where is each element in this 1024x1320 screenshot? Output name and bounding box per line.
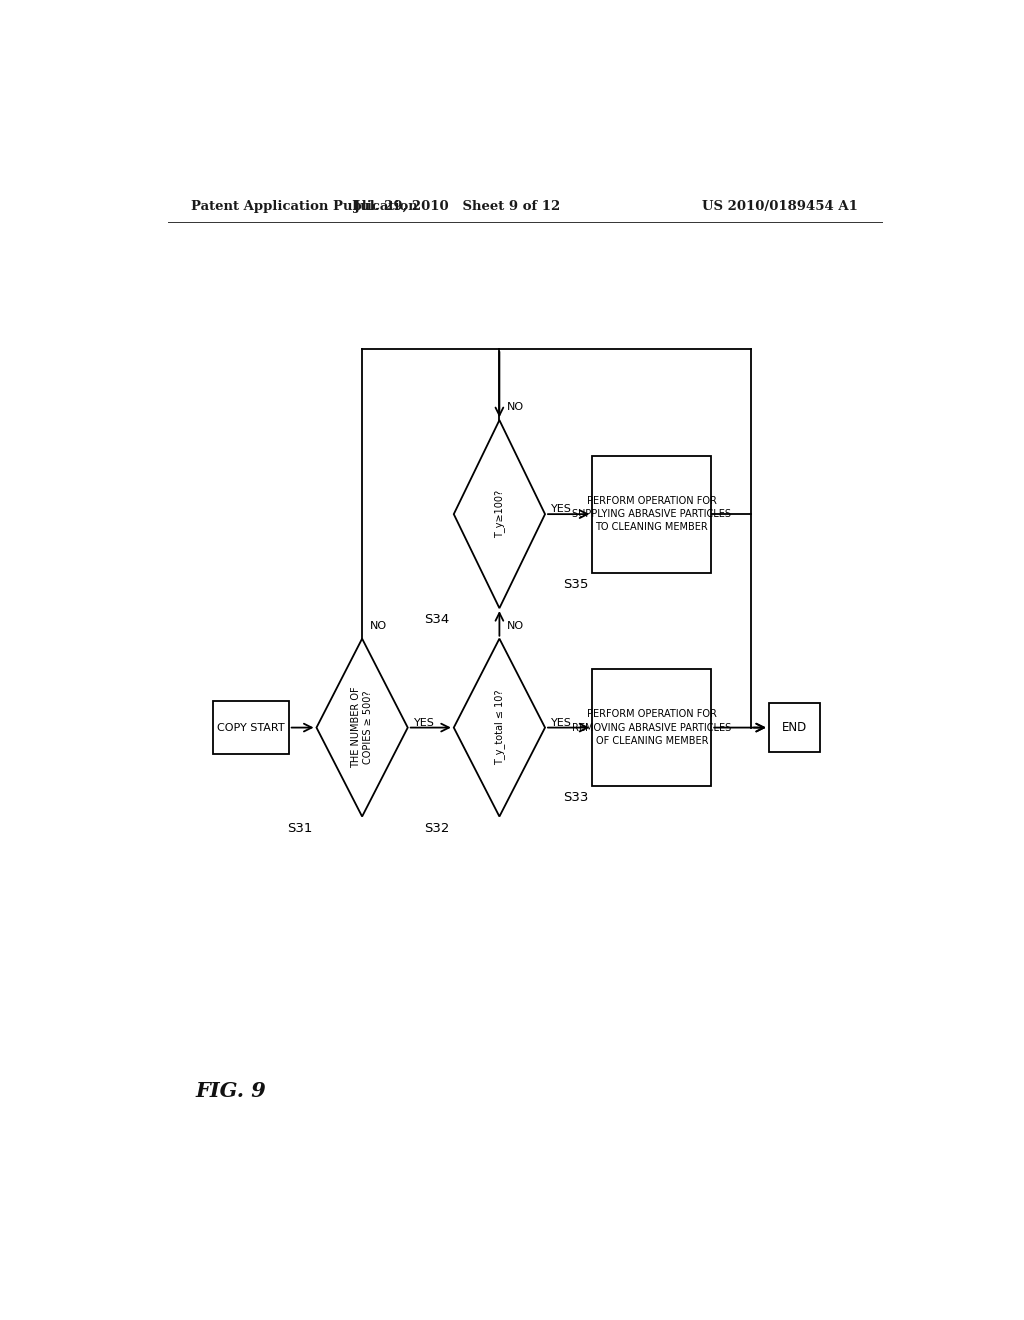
- Polygon shape: [316, 639, 408, 817]
- Text: S35: S35: [563, 578, 588, 590]
- Text: NO: NO: [507, 403, 524, 412]
- Text: US 2010/0189454 A1: US 2010/0189454 A1: [702, 199, 858, 213]
- Text: S33: S33: [563, 791, 588, 804]
- Text: THE NUMBER OF
COPIES ≥ 500?: THE NUMBER OF COPIES ≥ 500?: [351, 686, 374, 768]
- Text: T_y_total ≤ 10?: T_y_total ≤ 10?: [494, 690, 505, 766]
- Text: PERFORM OPERATION FOR
SUPPLYING ABRASIVE PARTICLES
TO CLEANING MEMBER: PERFORM OPERATION FOR SUPPLYING ABRASIVE…: [572, 496, 731, 532]
- Bar: [592, 455, 712, 573]
- Bar: [769, 704, 820, 752]
- Text: END: END: [782, 721, 807, 734]
- Text: YES: YES: [551, 718, 572, 727]
- Text: NO: NO: [507, 620, 524, 631]
- Text: YES: YES: [551, 504, 572, 513]
- Text: S32: S32: [424, 821, 450, 834]
- Bar: [592, 669, 712, 785]
- Text: Patent Application Publication: Patent Application Publication: [191, 199, 418, 213]
- Text: NO: NO: [370, 620, 387, 631]
- Text: COPY START: COPY START: [217, 722, 285, 733]
- Text: PERFORM OPERATION FOR
REMOVING ABRASIVE PARTICLES
OF CLEANING MEMBER: PERFORM OPERATION FOR REMOVING ABRASIVE …: [572, 709, 731, 746]
- Text: S34: S34: [425, 614, 450, 626]
- Polygon shape: [454, 639, 545, 817]
- Text: FIG. 9: FIG. 9: [196, 1081, 266, 1101]
- Text: YES: YES: [414, 718, 435, 727]
- Text: T_y≥100?: T_y≥100?: [494, 490, 505, 539]
- Polygon shape: [454, 420, 545, 609]
- Text: Jul. 29, 2010   Sheet 9 of 12: Jul. 29, 2010 Sheet 9 of 12: [354, 199, 560, 213]
- Bar: [213, 701, 289, 754]
- Text: S31: S31: [287, 821, 312, 834]
